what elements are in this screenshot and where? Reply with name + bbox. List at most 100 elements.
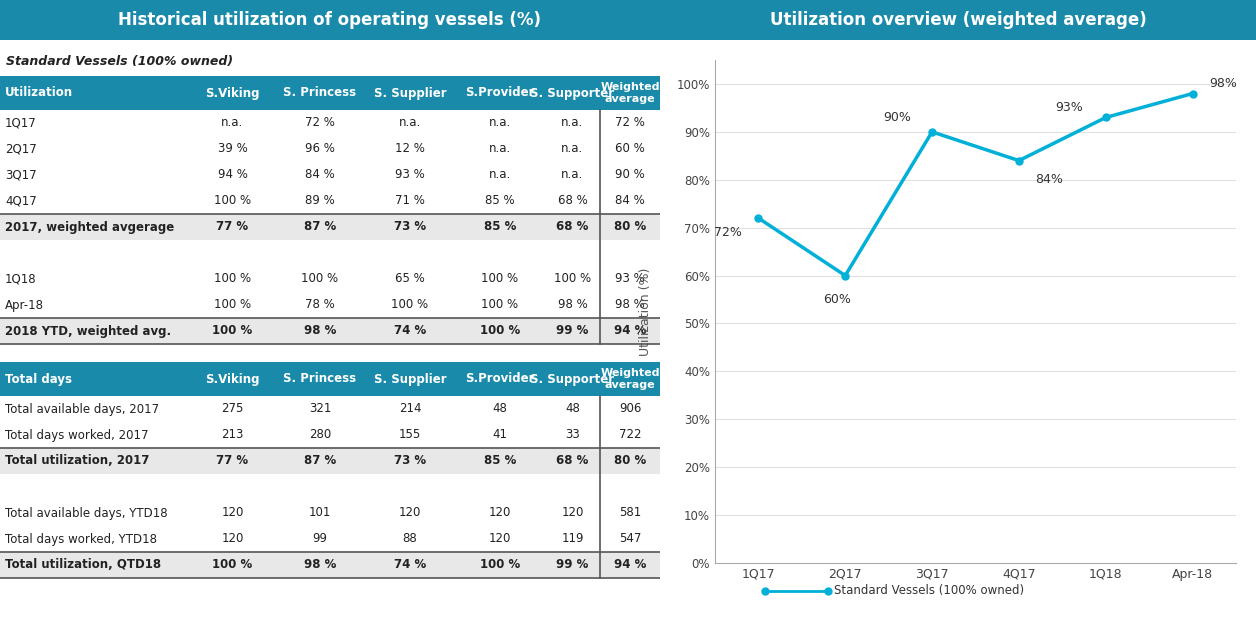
Text: 72 %: 72 %: [615, 117, 644, 130]
Bar: [0, 362, 659, 396]
Text: 60 %: 60 %: [615, 143, 644, 156]
Bar: [0, 526, 659, 552]
Text: 99: 99: [313, 533, 328, 546]
Bar: [0, 448, 659, 474]
Text: 73 %: 73 %: [394, 454, 426, 467]
Text: 85 %: 85 %: [484, 221, 516, 234]
Text: Standard Vessels (100% owned): Standard Vessels (100% owned): [6, 56, 234, 69]
Bar: [0, 76, 659, 110]
Bar: [0, 500, 659, 526]
Text: 68 %: 68 %: [558, 195, 588, 208]
Bar: [0, 162, 659, 188]
Text: 87 %: 87 %: [304, 454, 337, 467]
Text: 100 %: 100 %: [481, 298, 519, 311]
Text: Total days worked, 2017: Total days worked, 2017: [5, 428, 148, 441]
Bar: [0, 0, 659, 40]
Text: S. Princess: S. Princess: [284, 373, 357, 386]
Text: 98 %: 98 %: [615, 298, 644, 311]
Text: 120: 120: [489, 507, 511, 520]
Text: 120: 120: [221, 507, 244, 520]
Bar: [0, 474, 659, 500]
Bar: [0, 422, 659, 448]
Text: 100 %: 100 %: [214, 195, 251, 208]
Text: Apr-18: Apr-18: [5, 298, 44, 311]
Text: 3Q17: 3Q17: [5, 169, 36, 182]
Text: Total available days, YTD18: Total available days, YTD18: [5, 507, 167, 520]
Text: n.a.: n.a.: [561, 169, 584, 182]
Text: 89 %: 89 %: [305, 195, 335, 208]
Bar: [0, 318, 659, 344]
Text: n.a.: n.a.: [399, 117, 421, 130]
Text: 93 %: 93 %: [396, 169, 425, 182]
Text: Utilization overview (weighted average): Utilization overview (weighted average): [770, 11, 1147, 29]
Text: 98 %: 98 %: [558, 298, 588, 311]
Text: S. Princess: S. Princess: [284, 87, 357, 99]
Bar: [0, 214, 659, 240]
Text: 275: 275: [221, 402, 244, 415]
Text: 98 %: 98 %: [304, 559, 337, 572]
Text: 74 %: 74 %: [394, 559, 426, 572]
Text: Total days worked, YTD18: Total days worked, YTD18: [5, 533, 157, 546]
Text: 100 %: 100 %: [480, 324, 520, 337]
Text: 72%: 72%: [715, 226, 742, 239]
Text: 100 %: 100 %: [212, 324, 252, 337]
Bar: [659, 0, 1256, 40]
Text: S. Supplier: S. Supplier: [374, 87, 446, 99]
Text: 100 %: 100 %: [301, 273, 339, 286]
Bar: [0, 188, 659, 214]
Bar: [0, 136, 659, 162]
Text: 155: 155: [399, 428, 421, 441]
Text: 84 %: 84 %: [615, 195, 644, 208]
Text: 120: 120: [561, 507, 584, 520]
Bar: [0, 552, 659, 578]
Bar: [0, 110, 659, 136]
Text: 100 %: 100 %: [214, 298, 251, 311]
Text: 68 %: 68 %: [556, 221, 589, 234]
Text: 99 %: 99 %: [556, 324, 589, 337]
Text: 88: 88: [403, 533, 417, 546]
Text: 90%: 90%: [883, 111, 912, 124]
Text: 65 %: 65 %: [396, 273, 425, 286]
Text: n.a.: n.a.: [221, 117, 244, 130]
Text: S.Viking: S.Viking: [205, 87, 260, 99]
Text: 48: 48: [565, 402, 580, 415]
Text: 120: 120: [221, 533, 244, 546]
Text: 120: 120: [399, 507, 421, 520]
Text: 94 %: 94 %: [614, 324, 646, 337]
Y-axis label: Utilization (%): Utilization (%): [639, 268, 652, 356]
Text: 84 %: 84 %: [305, 169, 335, 182]
Text: 98 %: 98 %: [304, 324, 337, 337]
Text: Total days: Total days: [5, 373, 72, 386]
Text: 101: 101: [309, 507, 332, 520]
Text: S. Supporter: S. Supporter: [530, 87, 614, 99]
Text: 119: 119: [561, 533, 584, 546]
Text: 78 %: 78 %: [305, 298, 335, 311]
Text: 2Q17: 2Q17: [5, 143, 36, 156]
Text: Utilization: Utilization: [5, 87, 73, 99]
Text: Total available days, 2017: Total available days, 2017: [5, 402, 160, 415]
Text: 87 %: 87 %: [304, 221, 337, 234]
Text: 72 %: 72 %: [305, 117, 335, 130]
Text: 85 %: 85 %: [484, 454, 516, 467]
Text: 85 %: 85 %: [485, 195, 515, 208]
Text: 73 %: 73 %: [394, 221, 426, 234]
Bar: [0, 240, 659, 266]
Text: 100 %: 100 %: [214, 273, 251, 286]
Text: 68 %: 68 %: [556, 454, 589, 467]
Text: 71 %: 71 %: [396, 195, 425, 208]
Text: 93%: 93%: [1055, 101, 1083, 114]
Text: 12 %: 12 %: [396, 143, 425, 156]
Text: S.Provider: S.Provider: [465, 373, 535, 386]
Text: S. Supporter: S. Supporter: [530, 373, 614, 386]
Text: 98%: 98%: [1210, 77, 1237, 90]
Text: S. Supplier: S. Supplier: [374, 373, 446, 386]
Text: 4Q17: 4Q17: [5, 195, 36, 208]
Text: 100 %: 100 %: [212, 559, 252, 572]
Text: 96 %: 96 %: [305, 143, 335, 156]
Text: Total utilization, 2017: Total utilization, 2017: [5, 454, 149, 467]
Text: 39 %: 39 %: [217, 143, 247, 156]
Text: 906: 906: [619, 402, 641, 415]
Text: S.Provider: S.Provider: [465, 87, 535, 99]
Text: Standard Vessels (100% owned): Standard Vessels (100% owned): [834, 584, 1025, 598]
Bar: [0, 292, 659, 318]
